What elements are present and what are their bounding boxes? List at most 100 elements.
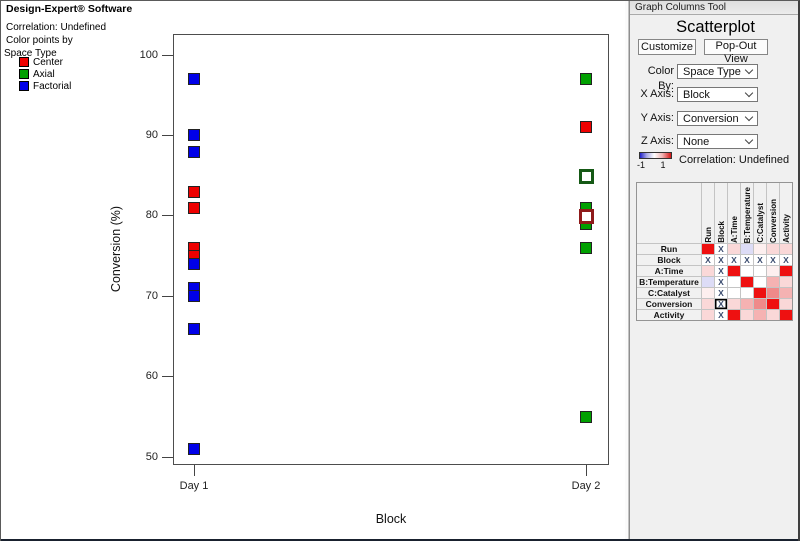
matrix-cell[interactable]	[728, 244, 740, 254]
matrix-cell[interactable]	[702, 299, 714, 309]
matrix-cell[interactable]	[702, 266, 714, 276]
combobox-value: Space Type	[683, 65, 741, 78]
matrix-cell[interactable]	[741, 244, 753, 254]
matrix-cell[interactable]: X	[715, 299, 727, 309]
popout-view-button[interactable]: Pop-Out View	[704, 39, 768, 65]
matrix-cell[interactable]	[780, 266, 792, 276]
matrix-row-header: Activity	[637, 310, 701, 320]
scatter-point[interactable]	[580, 242, 592, 254]
matrix-cell[interactable]: X	[754, 255, 766, 265]
legend-item: Center	[19, 56, 71, 68]
scatter-point[interactable]	[188, 443, 200, 455]
y-axis-combobox[interactable]: Conversion	[677, 111, 758, 126]
y-axis-tick	[162, 135, 173, 136]
matrix-cell[interactable]	[741, 277, 753, 287]
scatter-point[interactable]	[188, 146, 200, 158]
matrix-cell[interactable]: X	[767, 255, 779, 265]
chevron-down-icon	[744, 135, 754, 145]
x-axis-tick	[194, 465, 195, 476]
scatter-point[interactable]	[188, 290, 200, 302]
matrix-cell[interactable]	[741, 288, 753, 298]
matrix-cell[interactable]	[767, 299, 779, 309]
selector-row: Z Axis: None	[630, 134, 798, 149]
matrix-column-header: Activity	[780, 183, 792, 243]
matrix-cell[interactable]: X	[715, 266, 727, 276]
scatter-point[interactable]	[188, 323, 200, 335]
gradient-min-label: -1	[636, 160, 645, 170]
matrix-cell[interactable]	[702, 277, 714, 287]
matrix-row-header: A:Time	[637, 266, 701, 276]
scatter-point[interactable]	[579, 209, 594, 224]
matrix-cell[interactable]	[728, 299, 740, 309]
matrix-cell[interactable]	[780, 244, 792, 254]
matrix-cell[interactable]	[767, 266, 779, 276]
matrix-cell[interactable]: X	[728, 255, 740, 265]
matrix-cell[interactable]	[728, 310, 740, 320]
matrix-cell[interactable]	[754, 266, 766, 276]
matrix-cell[interactable]	[754, 277, 766, 287]
customize-button[interactable]: Customize	[638, 39, 696, 55]
matrix-cell[interactable]	[754, 299, 766, 309]
legend-item: Factorial	[19, 80, 71, 92]
matrix-cell[interactable]	[702, 288, 714, 298]
matrix-cell[interactable]	[780, 299, 792, 309]
factorial-swatch	[19, 81, 29, 91]
matrix-corner	[637, 183, 701, 243]
scatter-point[interactable]	[579, 169, 594, 184]
matrix-cell[interactable]: X	[715, 310, 727, 320]
matrix-cell[interactable]	[702, 310, 714, 320]
scatter-point[interactable]	[580, 121, 592, 133]
matrix-cell[interactable]: X	[715, 255, 727, 265]
y-axis-title: Conversion (%)	[109, 205, 123, 293]
matrix-row-header: C:Catalyst	[637, 288, 701, 298]
y-axis-tick-label: 50	[145, 451, 158, 463]
scatter-point[interactable]	[188, 258, 200, 270]
panel-title: Scatterplot	[676, 18, 755, 36]
z-axis-combobox[interactable]: None	[677, 134, 758, 149]
matrix-cell[interactable]	[741, 266, 753, 276]
selector-label: Y Axis:	[640, 112, 674, 124]
matrix-cell[interactable]	[728, 288, 740, 298]
scatterplot-area	[173, 34, 609, 465]
matrix-cell[interactable]	[728, 277, 740, 287]
matrix-cell[interactable]	[754, 288, 766, 298]
matrix-cell[interactable]: X	[702, 255, 714, 265]
legend-item-label: Center	[33, 56, 64, 68]
matrix-cell[interactable]	[780, 310, 792, 320]
y-axis-tick	[162, 457, 173, 458]
matrix-cell[interactable]	[767, 244, 779, 254]
pane-splitter[interactable]	[625, 1, 629, 539]
y-axis-tick-label: 100	[139, 49, 158, 61]
matrix-cell[interactable]	[780, 288, 792, 298]
scatter-point[interactable]	[188, 73, 200, 85]
scatter-point[interactable]	[188, 129, 200, 141]
selector-row: Color By: Space Type	[630, 64, 798, 92]
matrix-cell[interactable]	[728, 266, 740, 276]
x-axis-combobox[interactable]: Block	[677, 87, 758, 102]
scatter-point[interactable]	[188, 186, 200, 198]
scatter-point[interactable]	[580, 411, 592, 423]
matrix-cell[interactable]	[767, 288, 779, 298]
scatter-point[interactable]	[188, 202, 200, 214]
matrix-cell[interactable]	[754, 310, 766, 320]
matrix-cell[interactable]: X	[715, 288, 727, 298]
matrix-cell[interactable]	[754, 244, 766, 254]
matrix-cell[interactable]: X	[741, 255, 753, 265]
axial-swatch	[19, 69, 29, 79]
scatter-point[interactable]	[580, 73, 592, 85]
matrix-cell[interactable]: X	[715, 277, 727, 287]
matrix-column-header: C:Catalyst	[754, 183, 766, 243]
matrix-cell[interactable]	[767, 310, 779, 320]
matrix-cell[interactable]: X	[780, 255, 792, 265]
matrix-cell[interactable]: X	[715, 244, 727, 254]
matrix-cell[interactable]	[780, 277, 792, 287]
matrix-cell[interactable]	[741, 299, 753, 309]
y-axis-tick-label: 60	[145, 370, 158, 382]
selector-label: X Axis:	[640, 88, 674, 100]
matrix-cell[interactable]	[741, 310, 753, 320]
matrix-column-header: Conversion	[767, 183, 779, 243]
color-by-combobox[interactable]: Space Type	[677, 64, 758, 79]
x-axis-title: Block	[375, 512, 407, 526]
matrix-cell[interactable]	[702, 244, 714, 254]
matrix-cell[interactable]	[767, 277, 779, 287]
